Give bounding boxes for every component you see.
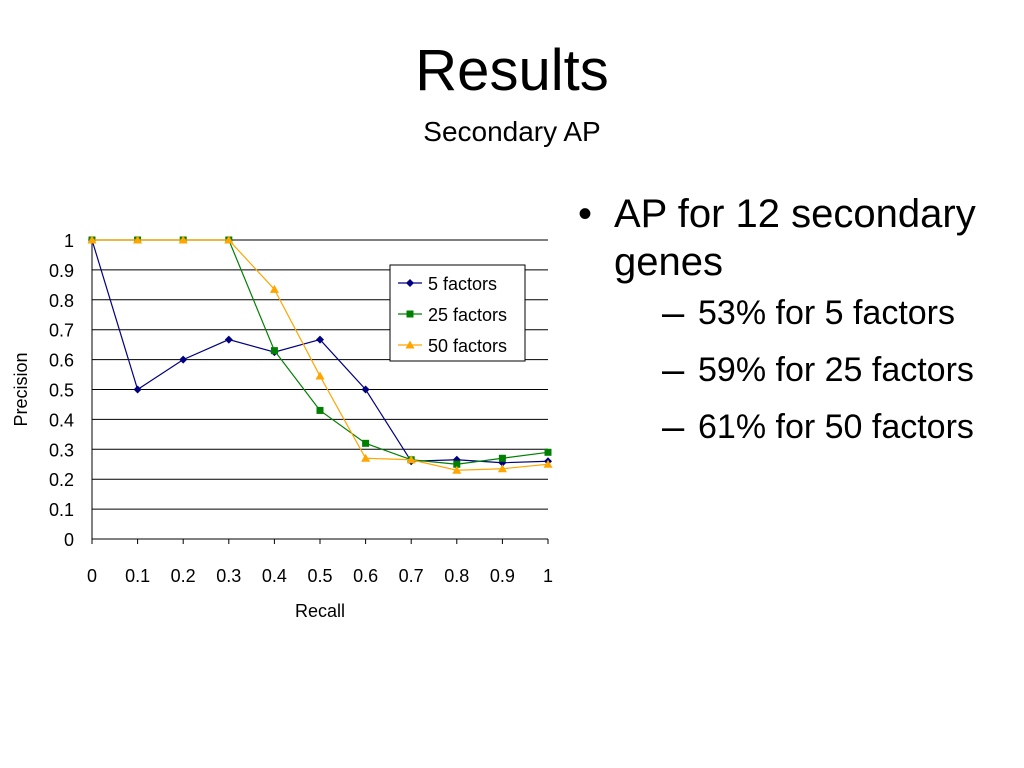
- bullet-main-text: AP for 12 secondary genes: [614, 192, 976, 284]
- sub-bullet-marker: –: [662, 405, 685, 449]
- data-point: [452, 465, 462, 474]
- slide-title: Results: [415, 38, 609, 103]
- data-point: [362, 439, 370, 447]
- y-tick-label: 0.9: [49, 261, 74, 281]
- series-50-factors: [87, 235, 553, 474]
- x-tick-label: 0: [87, 566, 97, 586]
- legend-label: 50 factors: [428, 336, 507, 356]
- y-tick-label: 0.6: [49, 351, 74, 371]
- x-tick-label: 0.7: [399, 566, 424, 586]
- x-tick-label: 0.5: [307, 566, 332, 586]
- data-point: [133, 235, 143, 244]
- bullet-marker: •: [578, 192, 593, 236]
- y-tick-label: 0.4: [49, 410, 74, 430]
- precision-recall-chart: 0 0.1 0.2 0.3 0.4 0.5 0.6 0.7 0.8 0.9 1 0 0.1 0.2 0.3 0…: [11, 231, 553, 621]
- data-point: [316, 406, 324, 414]
- y-axis-title: Precision: [11, 352, 31, 426]
- data-point: [87, 235, 97, 244]
- data-point: [497, 464, 507, 473]
- sub-bullet-list: – 53% for 5 factors – 59% for 25 factors…: [614, 291, 1008, 449]
- data-point: [224, 335, 233, 344]
- data-point: [453, 460, 461, 468]
- chart-axes: 0 0.1 0.2 0.3 0.4 0.5 0.6 0.7 0.8 0.9 1 0 0.1 0.2 0.3 0…: [11, 231, 553, 621]
- legend-swatch-marker: [406, 310, 414, 318]
- sub-bullet-25-factors: – 59% for 25 factors: [614, 348, 1008, 392]
- data-point: [544, 448, 552, 456]
- legend-entry: 5 factors: [398, 274, 497, 294]
- bullet-main: • AP for 12 secondary genes – 53% for 5 …: [578, 190, 1008, 449]
- x-tick-label: 1: [543, 566, 553, 586]
- x-tick-label: 0.2: [171, 566, 196, 586]
- legend-label: 5 factors: [428, 274, 497, 294]
- x-axis-title: Recall: [295, 601, 345, 621]
- data-point: [224, 235, 234, 244]
- y-tick-label: 1: [64, 231, 74, 251]
- y-tick-label: 0.7: [49, 321, 74, 341]
- legend-label: 25 factors: [428, 305, 507, 325]
- x-tick-label: 0.9: [490, 566, 515, 586]
- data-point: [178, 235, 188, 244]
- data-point: [269, 284, 279, 293]
- sub-bullet-50-factors: – 61% for 50 factors: [614, 405, 1008, 449]
- data-point: [361, 385, 370, 394]
- sub-bullet-text: 53% for 5 factors: [698, 294, 956, 332]
- y-tick-label: 0.3: [49, 440, 74, 460]
- sub-bullet-marker: –: [662, 291, 685, 335]
- y-tick-label: 0.8: [49, 291, 74, 311]
- x-tick-label: 0.3: [216, 566, 241, 586]
- y-tick-label: 0.1: [49, 500, 74, 520]
- sub-bullet-marker: –: [662, 348, 685, 392]
- y-tick-label: 0.5: [49, 381, 74, 401]
- legend-swatch-marker: [405, 340, 415, 349]
- data-point: [498, 454, 506, 462]
- data-point: [315, 371, 325, 380]
- data-point: [270, 347, 278, 355]
- chart-legend: 5 factors 25 factors 50 factors: [389, 264, 526, 362]
- sub-bullet-5-factors: – 53% for 5 factors: [614, 291, 1008, 335]
- data-point: [543, 459, 553, 468]
- data-point: [316, 335, 324, 344]
- sub-bullet-text: 61% for 50 factors: [698, 408, 974, 446]
- legend-entry: 25 factors: [398, 305, 507, 325]
- legend-swatch-marker: [406, 279, 414, 287]
- x-tick-label: 0.6: [353, 566, 378, 586]
- x-tick-label: 0.1: [125, 566, 150, 586]
- chart-series: [87, 235, 553, 474]
- bullet-list: • AP for 12 secondary genes – 53% for 5 …: [578, 190, 1008, 465]
- data-point: [361, 453, 371, 462]
- y-tick-label: 0.2: [49, 470, 74, 490]
- grid-lines: [92, 239, 548, 510]
- x-tick-label: 0.8: [444, 566, 469, 586]
- data-point: [133, 385, 142, 394]
- y-tick-label: 0: [64, 530, 74, 550]
- legend-entry: 50 factors: [398, 336, 507, 356]
- slide-subtitle: Secondary AP: [423, 116, 601, 147]
- x-tick-label: 0.4: [262, 566, 287, 586]
- sub-bullet-text: 59% for 25 factors: [698, 351, 974, 389]
- data-point: [179, 355, 188, 364]
- data-point: [406, 455, 416, 464]
